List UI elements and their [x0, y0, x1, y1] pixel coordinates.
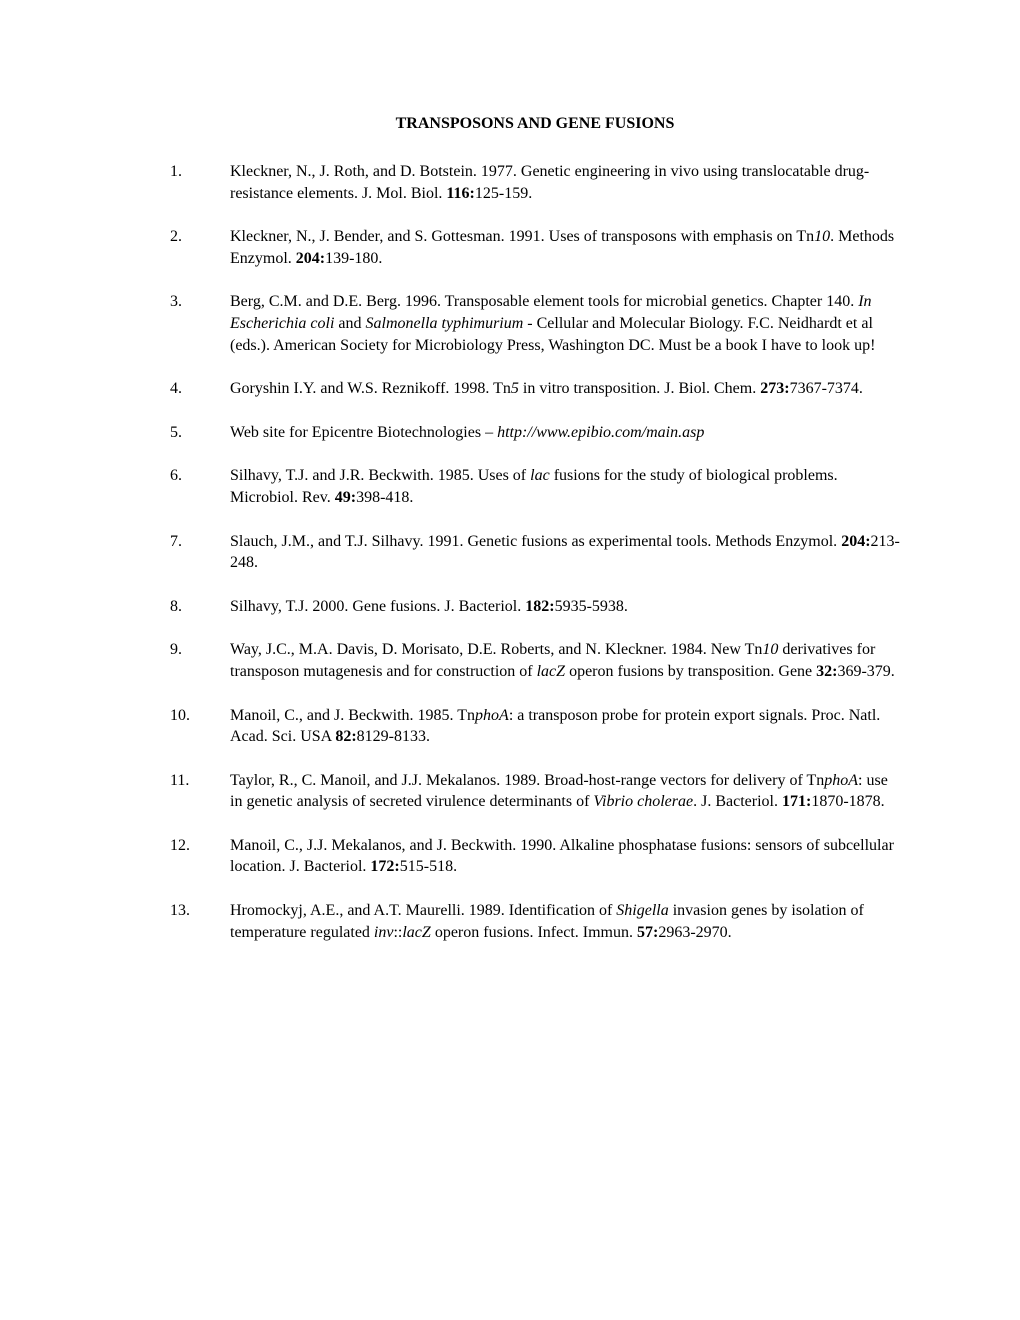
reference-text: phoA [824, 772, 858, 789]
reference-text: 172: [370, 858, 399, 875]
reference-text: lacZ [402, 924, 430, 941]
reference-text: Web site for Epicentre Biotechnologies – [230, 424, 497, 441]
reference-body: Goryshin I.Y. and W.S. Reznikoff. 1998. … [230, 378, 900, 400]
reference-entry: 13.Hromockyj, A.E., and A.T. Maurelli. 1… [170, 900, 900, 943]
reference-entry: 6.Silhavy, T.J. and J.R. Beckwith. 1985.… [170, 465, 900, 508]
reference-text: 171: [782, 793, 811, 810]
reference-list: 1.Kleckner, N., J. Roth, and D. Botstein… [170, 161, 900, 943]
reference-text: Berg, C.M. and D.E. Berg. 1996. Transpos… [230, 293, 858, 310]
reference-entry: 9.Way, J.C., M.A. Davis, D. Morisato, D.… [170, 639, 900, 682]
reference-text: 515-518. [400, 858, 457, 875]
reference-number: 11. [170, 770, 230, 813]
reference-number: 10. [170, 705, 230, 748]
reference-text: . J. Bacteriol. [693, 793, 782, 810]
reference-body: Kleckner, N., J. Roth, and D. Botstein. … [230, 161, 900, 204]
page: TRANSPOSONS AND GENE FUSIONS 1.Kleckner,… [0, 0, 1020, 1065]
reference-number: 9. [170, 639, 230, 682]
reference-number: 13. [170, 900, 230, 943]
reference-text: 204: [296, 250, 325, 267]
reference-text: lac [530, 467, 550, 484]
reference-text: 82: [335, 728, 356, 745]
reference-text: Slauch, J.M., and T.J. Silhavy. 1991. Ge… [230, 533, 841, 550]
reference-number: 3. [170, 291, 230, 356]
reference-body: Slauch, J.M., and T.J. Silhavy. 1991. Ge… [230, 531, 900, 574]
reference-text: 5935-5938. [555, 598, 628, 615]
reference-number: 1. [170, 161, 230, 204]
reference-number: 2. [170, 226, 230, 269]
reference-body: Silhavy, T.J. and J.R. Beckwith. 1985. U… [230, 465, 900, 508]
reference-text: 125-159. [475, 185, 532, 202]
reference-entry: 10.Manoil, C., and J. Beckwith. 1985. Tn… [170, 705, 900, 748]
reference-body: Kleckner, N., J. Bender, and S. Gottesma… [230, 226, 900, 269]
reference-text: inv [374, 924, 394, 941]
reference-text: Way, J.C., M.A. Davis, D. Morisato, D.E.… [230, 641, 762, 658]
reference-text: 116: [446, 185, 474, 202]
reference-entry: 5.Web site for Epicentre Biotechnologies… [170, 422, 900, 444]
reference-text: 369-379. [837, 663, 894, 680]
reference-text: Silhavy, T.J. 2000. Gene fusions. J. Bac… [230, 598, 525, 615]
reference-text: 2963-2970. [658, 924, 731, 941]
reference-text: Hromockyj, A.E., and A.T. Maurelli. 1989… [230, 902, 616, 919]
page-title: TRANSPOSONS AND GENE FUSIONS [170, 115, 900, 133]
reference-text: 1870-1878. [811, 793, 884, 810]
reference-text: Manoil, C., J.J. Mekalanos, and J. Beckw… [230, 837, 894, 876]
reference-text: 5 [511, 380, 519, 397]
reference-entry: 4.Goryshin I.Y. and W.S. Reznikoff. 1998… [170, 378, 900, 400]
reference-body: Taylor, R., C. Manoil, and J.J. Mekalano… [230, 770, 900, 813]
reference-text: 7367-7374. [790, 380, 863, 397]
reference-number: 8. [170, 596, 230, 618]
reference-text: Vibrio cholerae [593, 793, 693, 810]
reference-text: 32: [816, 663, 837, 680]
reference-text: 204: [841, 533, 870, 550]
reference-entry: 7.Slauch, J.M., and T.J. Silhavy. 1991. … [170, 531, 900, 574]
reference-number: 12. [170, 835, 230, 878]
reference-entry: 12.Manoil, C., J.J. Mekalanos, and J. Be… [170, 835, 900, 878]
reference-body: Way, J.C., M.A. Davis, D. Morisato, D.E.… [230, 639, 900, 682]
reference-entry: 11.Taylor, R., C. Manoil, and J.J. Mekal… [170, 770, 900, 813]
reference-number: 5. [170, 422, 230, 444]
reference-text: Goryshin I.Y. and W.S. Reznikoff. 1998. … [230, 380, 511, 397]
reference-text: Silhavy, T.J. and J.R. Beckwith. 1985. U… [230, 467, 530, 484]
reference-text: 10 [814, 228, 830, 245]
reference-text: Manoil, C., and J. Beckwith. 1985. Tn [230, 707, 475, 724]
reference-body: Hromockyj, A.E., and A.T. Maurelli. 1989… [230, 900, 900, 943]
reference-text: phoA [475, 707, 509, 724]
reference-text: 8129-8133. [357, 728, 430, 745]
reference-text: in vitro transposition. J. Biol. Chem. [519, 380, 760, 397]
reference-text: Shigella [616, 902, 668, 919]
reference-body: Silhavy, T.J. 2000. Gene fusions. J. Bac… [230, 596, 900, 618]
reference-body: Berg, C.M. and D.E. Berg. 1996. Transpos… [230, 291, 900, 356]
reference-number: 4. [170, 378, 230, 400]
reference-text: Kleckner, N., J. Bender, and S. Gottesma… [230, 228, 814, 245]
reference-text: 57: [637, 924, 658, 941]
reference-text: 49: [335, 489, 356, 506]
reference-body: Web site for Epicentre Biotechnologies –… [230, 422, 900, 444]
reference-text: 273: [760, 380, 789, 397]
reference-text: 10 [762, 641, 778, 658]
reference-text: Salmonella typhimurium [366, 315, 524, 332]
reference-body: Manoil, C., and J. Beckwith. 1985. Tnpho… [230, 705, 900, 748]
reference-text: Kleckner, N., J. Roth, and D. Botstein. … [230, 163, 869, 202]
reference-entry: 1.Kleckner, N., J. Roth, and D. Botstein… [170, 161, 900, 204]
reference-text: Taylor, R., C. Manoil, and J.J. Mekalano… [230, 772, 824, 789]
reference-text: operon fusions. Infect. Immun. [431, 924, 637, 941]
reference-text: 182: [525, 598, 554, 615]
reference-number: 6. [170, 465, 230, 508]
reference-body: Manoil, C., J.J. Mekalanos, and J. Beckw… [230, 835, 900, 878]
reference-number: 7. [170, 531, 230, 574]
reference-text: lacZ [537, 663, 565, 680]
reference-text: 139-180. [325, 250, 382, 267]
reference-text: operon fusions by transposition. Gene [565, 663, 816, 680]
reference-entry: 2.Kleckner, N., J. Bender, and S. Gottes… [170, 226, 900, 269]
reference-text: 398-418. [356, 489, 413, 506]
reference-text: http://www.epibio.com/main.asp [497, 424, 704, 441]
reference-entry: 3.Berg, C.M. and D.E. Berg. 1996. Transp… [170, 291, 900, 356]
reference-text: and [334, 315, 365, 332]
reference-entry: 8.Silhavy, T.J. 2000. Gene fusions. J. B… [170, 596, 900, 618]
